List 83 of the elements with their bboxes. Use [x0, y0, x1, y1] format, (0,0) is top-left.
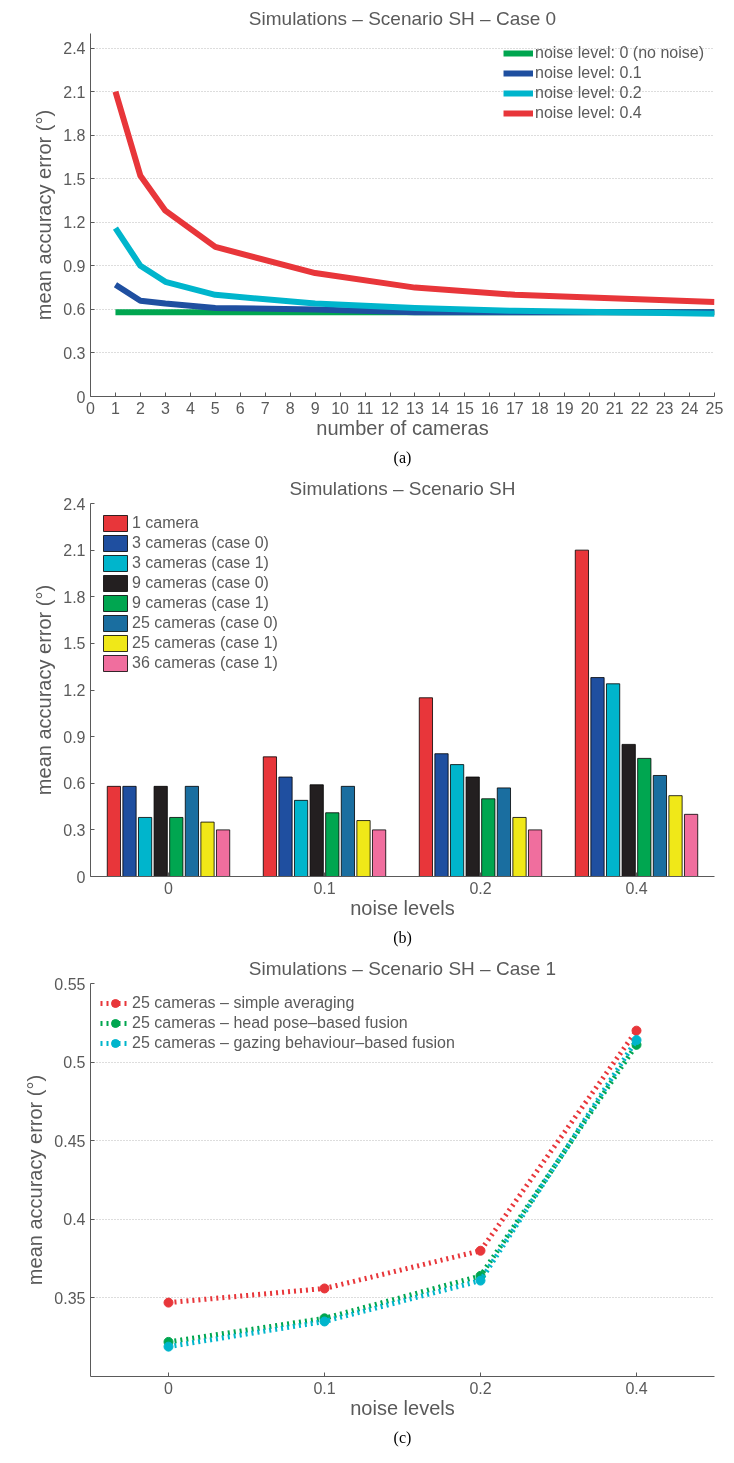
- y-tick-label: 0.4: [63, 1211, 86, 1229]
- x-tick-label: 11: [356, 399, 374, 417]
- x-tick-label: 18: [530, 399, 549, 417]
- x-tick-label: 21: [605, 399, 624, 417]
- y-tick-label: 0.9: [63, 728, 86, 746]
- legend-label: 1 camera: [132, 514, 199, 532]
- x-tick-label: 16: [480, 399, 499, 417]
- y-tick-label: 2.1: [63, 83, 86, 101]
- y-tick-label: 2.4: [63, 495, 86, 513]
- y-tick-label: 1.2: [63, 214, 86, 232]
- y-tick-label: 0.3: [63, 821, 86, 839]
- y-tick-label: 0.45: [54, 1132, 86, 1150]
- legend-label: noise level: 0.1: [535, 64, 642, 82]
- x-tick-label: 19: [555, 399, 574, 417]
- legend-label: 9 cameras (case 0): [132, 574, 269, 592]
- legend-label: noise level: 0.2: [535, 84, 642, 102]
- y-tick-label: 1.5: [63, 635, 86, 653]
- legend-label: 36 cameras (case 1): [132, 654, 278, 672]
- x-tick-label: 3: [160, 399, 170, 417]
- x-tick-label: 0: [164, 879, 174, 897]
- x-tick-label: 20: [580, 399, 599, 417]
- x-tick-label: 15: [456, 399, 474, 417]
- text: (c): [393, 1428, 412, 1447]
- legend-label: 9 cameras (case 1): [132, 594, 269, 612]
- x-tick-label: 2: [135, 399, 145, 417]
- y-tick-label: 1.5: [63, 170, 86, 188]
- x-tick-label: 0.1: [313, 1379, 336, 1397]
- legend-label: noise level: 0.4: [535, 104, 642, 122]
- x-tick-label: 9: [310, 399, 320, 417]
- x-tick-label: 5: [210, 399, 220, 417]
- x-tick-label: 23: [655, 399, 674, 417]
- y-axis-title: mean accuracy error (°): [24, 1074, 47, 1286]
- x-tick-label: 0.1: [313, 879, 336, 897]
- y-tick-label: 2.4: [63, 40, 86, 58]
- x-tick-label: 25: [705, 399, 724, 417]
- x-axis-title: noise levels: [350, 1396, 455, 1419]
- x-tick-label: 22: [630, 399, 649, 417]
- y-tick-label: 1.2: [63, 682, 86, 699]
- text: (b): [393, 928, 412, 947]
- x-tick-label: 14: [431, 399, 449, 417]
- y-tick-label: 1.8: [63, 127, 86, 145]
- legend-label: 25 cameras (case 1): [132, 634, 278, 652]
- x-tick-label: 0.2: [469, 1379, 492, 1397]
- legend-label: noise level: 0 (no noise): [535, 44, 704, 62]
- y-axis-title: mean accuracy error (°): [33, 109, 56, 321]
- legend-label: 25 cameras – simple averaging: [132, 994, 355, 1012]
- x-tick-label: 17: [505, 399, 524, 417]
- legend-label: 3 cameras (case 1): [132, 554, 269, 572]
- x-tick-label: 0.4: [625, 879, 648, 897]
- text: (a): [393, 448, 412, 467]
- x-tick-label: 12: [381, 399, 400, 417]
- x-tick-label: 1: [111, 399, 121, 417]
- legend-label: 3 cameras (case 0): [132, 534, 269, 552]
- y-tick-label: 0.6: [63, 775, 86, 793]
- x-tick-label: 0.2: [469, 879, 492, 897]
- x-tick-label: 0: [164, 1379, 174, 1397]
- x-tick-label: 0.4: [625, 1379, 648, 1397]
- chart-title: Simulations – Scenario SH – Case 1: [248, 957, 557, 979]
- x-tick-label: 6: [235, 399, 245, 417]
- y-tick-label: 0.6: [63, 301, 86, 319]
- y-tick-label: 0.3: [63, 344, 86, 362]
- x-axis-title: noise levels: [350, 896, 455, 919]
- chart-title: Simulations – Scenario SH: [289, 477, 516, 499]
- y-tick-label: 0: [76, 388, 86, 406]
- legend-label: 25 cameras – head pose–based fusion: [132, 1014, 408, 1032]
- x-tick-label: 24: [680, 399, 699, 417]
- legend-label: 25 cameras – gazing behaviour–based fusion: [132, 1034, 455, 1052]
- y-tick-label: 0.55: [54, 975, 86, 993]
- x-tick-label: 8: [285, 399, 295, 417]
- y-tick-label: 0: [76, 868, 86, 886]
- x-tick-label: 4: [185, 399, 195, 417]
- y-axis-title: mean accuracy error (°): [33, 584, 56, 796]
- x-tick-label: 7: [260, 399, 270, 417]
- y-tick-label: 2.1: [63, 542, 86, 560]
- x-tick-label: 13: [406, 399, 424, 417]
- legend-label: 25 cameras (case 0): [132, 614, 278, 632]
- x-tick-label: 10: [331, 399, 350, 417]
- y-tick-label: 1.8: [63, 588, 86, 606]
- y-tick-label: 0.9: [63, 257, 86, 275]
- y-tick-label: 0.5: [63, 1054, 86, 1072]
- x-axis-title: number of cameras: [316, 416, 489, 439]
- y-tick-label: 0.35: [54, 1289, 86, 1307]
- chart-title: Simulations – Scenario SH – Case 0: [248, 7, 557, 29]
